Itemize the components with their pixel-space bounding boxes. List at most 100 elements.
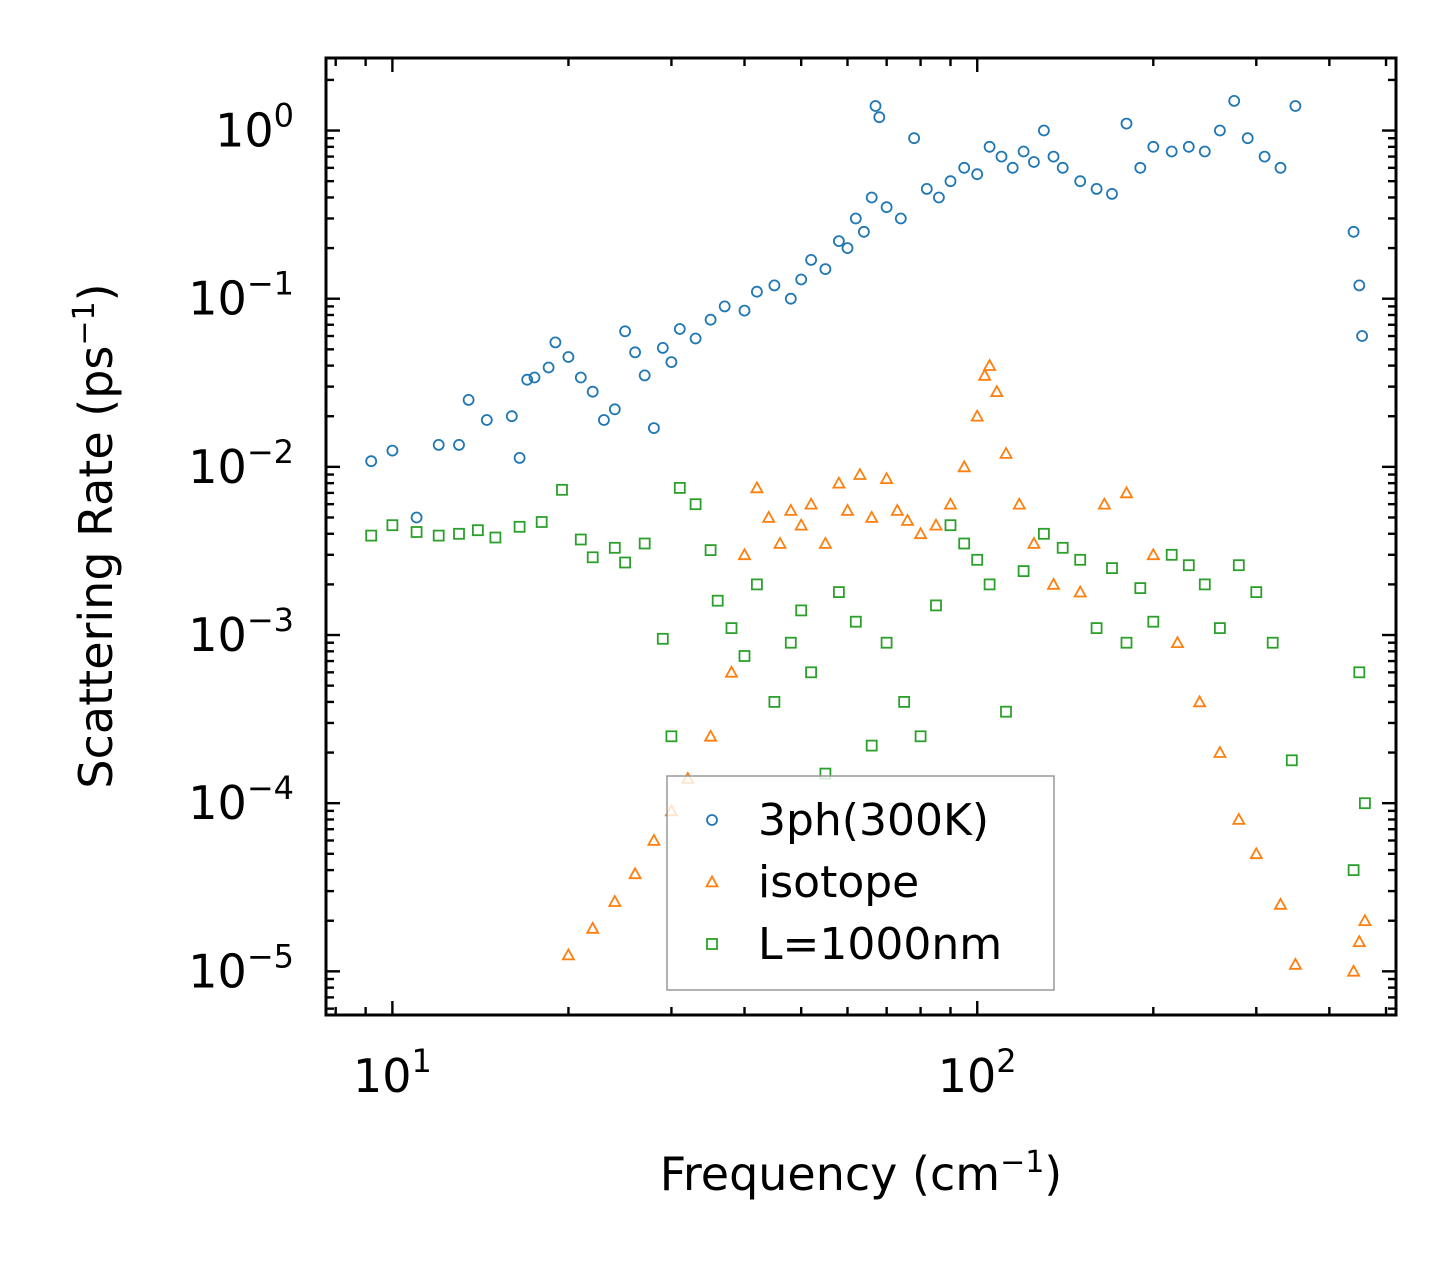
square-data-point — [1182, 559, 1195, 572]
tick-base: 10 — [188, 440, 247, 494]
triangle-data-point — [977, 368, 992, 381]
square-data-point — [1038, 527, 1050, 540]
circle-data-point — [1214, 124, 1226, 137]
circle-data-point — [1106, 187, 1118, 200]
circle-data-point — [638, 369, 651, 382]
triangle-data-point — [1170, 635, 1185, 648]
triangle-data-point — [879, 471, 894, 485]
circle-data-point — [542, 361, 555, 374]
square-data-point — [1056, 541, 1069, 554]
circle-data-point — [944, 175, 957, 188]
circle-data-point — [805, 253, 817, 266]
triangle-data-point — [1231, 812, 1246, 825]
circle-data-point — [1134, 161, 1147, 174]
triangle-data-point — [1273, 897, 1288, 910]
y-axis-title-end: ) — [69, 283, 123, 301]
circle-data-point — [598, 414, 610, 426]
tick-exponent: 2 — [996, 1042, 1016, 1080]
triangle-data-point — [1026, 536, 1041, 549]
series-1 — [561, 358, 1372, 977]
square-data-point — [453, 527, 465, 540]
circle-data-point — [562, 351, 575, 363]
square-data-point — [1232, 559, 1245, 572]
tick-base: 10 — [188, 944, 247, 998]
circle-data-point — [1198, 145, 1211, 158]
tick-base: 10 — [188, 608, 247, 662]
circle-data-point — [1228, 95, 1241, 107]
circle-data-point — [1258, 150, 1271, 163]
triangle-data-point — [840, 503, 855, 516]
triangle-data-point — [772, 536, 788, 549]
triangle-data-point — [890, 503, 905, 516]
triangle-data-point — [794, 517, 809, 531]
y-tick-label: 100 — [215, 97, 294, 158]
circle-data-point — [480, 414, 493, 426]
square-data-point — [1250, 586, 1263, 598]
tick-exponent: −1 — [247, 265, 294, 303]
circle-data-point — [648, 422, 660, 435]
circle-data-point — [784, 292, 797, 305]
circle-data-point — [513, 451, 526, 464]
square-data-point — [704, 544, 717, 556]
triangle-data-point — [957, 459, 972, 473]
circle-data-point — [908, 132, 920, 145]
circle-data-point — [894, 212, 907, 225]
triangle-data-point — [783, 503, 798, 516]
square-data-point — [365, 529, 378, 542]
square-data-point — [689, 498, 702, 511]
circle-data-point — [1047, 150, 1060, 163]
circle-data-point — [1056, 161, 1069, 174]
tick-exponent: 0 — [274, 97, 294, 135]
triangle-data-point — [1146, 547, 1161, 561]
square-data-point — [971, 553, 984, 566]
square-data-point — [1147, 615, 1160, 628]
tick-exponent: 1 — [411, 1042, 431, 1080]
legend-marker-square — [706, 938, 718, 950]
tick-exponent: −5 — [247, 937, 294, 975]
legend-label: L=1000nm — [758, 919, 1002, 970]
square-data-point — [795, 604, 808, 617]
circle-data-point — [619, 325, 631, 338]
x-axis-title-main: Frequency (cm — [660, 1147, 1000, 1201]
circle-data-point — [819, 263, 832, 276]
triangle-data-point — [943, 496, 958, 510]
triangle-data-point — [761, 510, 776, 523]
circle-data-point — [608, 403, 621, 416]
circle-data-point — [521, 373, 534, 386]
triangle-data-point — [1192, 694, 1207, 708]
triangle-data-point — [1288, 957, 1303, 970]
circle-data-point — [995, 150, 1008, 163]
square-data-point — [513, 520, 526, 533]
circle-data-point — [462, 393, 475, 406]
square-data-point — [1347, 864, 1360, 876]
circle-data-point — [386, 444, 399, 457]
tick-exponent: −4 — [247, 769, 294, 807]
square-data-point — [1198, 578, 1211, 591]
triangle-data-point — [928, 517, 944, 531]
circle-data-point — [1017, 145, 1030, 158]
square-data-point — [725, 622, 738, 634]
square-data-point — [1266, 636, 1279, 649]
tick-base: 10 — [938, 1049, 997, 1103]
square-data-point — [586, 551, 599, 564]
series-layer — [365, 95, 1372, 977]
square-data-point — [898, 696, 911, 708]
circle-data-point — [880, 201, 893, 214]
square-data-point — [914, 730, 927, 743]
circle-data-point — [453, 438, 465, 451]
circle-data-point — [629, 346, 641, 359]
circle-data-point — [505, 410, 518, 423]
square-data-point — [865, 739, 878, 752]
circle-data-point — [549, 336, 562, 349]
tick-exponent: −3 — [247, 601, 294, 639]
circle-data-point — [983, 140, 996, 153]
triangle-data-point — [1212, 745, 1227, 758]
legend: 3ph(300K) isotope L=1000nm — [666, 775, 1055, 991]
triangle-data-point — [703, 728, 718, 742]
square-data-point — [1165, 548, 1178, 561]
y-tick-label: 10−5 — [188, 937, 294, 998]
square-data-point — [535, 516, 548, 528]
circle-data-point — [795, 273, 808, 286]
circle-data-point — [656, 341, 669, 354]
